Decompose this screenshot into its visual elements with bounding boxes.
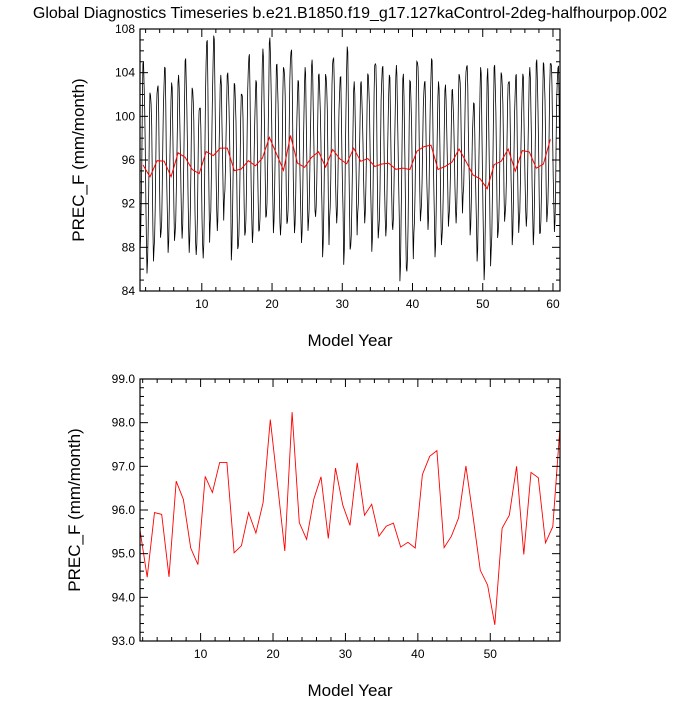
x-tick-label: 60	[546, 297, 560, 311]
bottom-plot: 10 20 30 40 50 93.0 94.0 95.0 96.0 97.0 98.0 99.0 M…	[65, 372, 560, 700]
bottom-plot-ticks: 10 20 30 40 50 93.0 94.0 95.0 96.0 97.0 98.0 99.0	[112, 372, 560, 661]
plot-frame	[140, 379, 560, 641]
y-tick-label: 97.0	[112, 459, 136, 473]
y-tick-label: 84	[122, 284, 136, 298]
y-axis-label: PREC_F (mm/month)	[65, 428, 84, 591]
bottom-plot-marks	[140, 412, 560, 625]
x-tick-label: 50	[484, 647, 498, 661]
x-tick-label: 20	[265, 297, 279, 311]
y-tick-label: 99.0	[112, 372, 136, 386]
annual-mean-series-line	[140, 412, 560, 625]
figure-title: Global Diagnostics Timeseries b.e21.B185…	[33, 5, 667, 22]
top-plot-marks	[140, 36, 561, 282]
top-plot: 10 20 30 40 50 60 84 88 92 96 100 104 108 Model Year…	[69, 22, 561, 350]
x-tick-label: 30	[339, 647, 353, 661]
x-tick-label: 10	[194, 647, 208, 661]
x-tick-label: 10	[195, 297, 209, 311]
x-tick-label: 30	[336, 297, 350, 311]
x-axis-label: Model Year	[307, 331, 392, 350]
y-axis-label: PREC_F (mm/month)	[69, 78, 88, 241]
y-tick-label: 104	[115, 66, 135, 80]
y-tick-label: 96	[122, 153, 136, 167]
y-tick-label: 96.0	[112, 503, 136, 517]
y-tick-label: 108	[115, 22, 135, 36]
y-tick-label: 94.0	[112, 590, 136, 604]
x-tick-label: 40	[406, 297, 420, 311]
y-tick-label: 95.0	[112, 547, 136, 561]
monthly-series-line	[140, 36, 561, 282]
y-tick-label: 92	[122, 197, 136, 211]
x-axis-label: Model Year	[307, 681, 392, 700]
y-tick-label: 100	[115, 109, 135, 123]
x-tick-label: 20	[266, 647, 280, 661]
y-tick-label: 88	[122, 240, 136, 254]
y-tick-label: 93.0	[112, 634, 136, 648]
y-tick-label: 98.0	[112, 416, 136, 430]
x-tick-label: 40	[411, 647, 425, 661]
x-tick-label: 50	[476, 297, 490, 311]
